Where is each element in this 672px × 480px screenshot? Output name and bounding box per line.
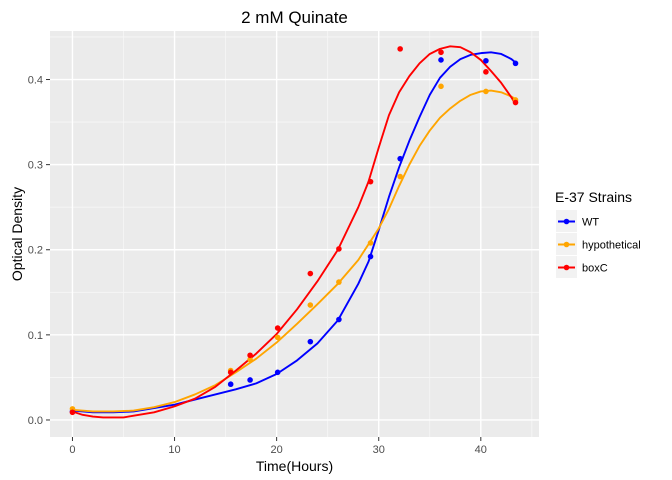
series-line-wt [71,51,517,414]
data-point-hypothetical [307,302,314,308]
data-point-wt [227,381,234,388]
y-tick-label: 0.0 [28,415,43,427]
data-point-wt [367,253,374,260]
data-point-boxc [69,409,76,416]
legend-key-point-boxc [563,264,570,271]
series-line-boxc [71,45,517,419]
x-axis-title: Time(Hours) [256,458,333,474]
legend-items: WT hypothetical boxC [556,210,641,278]
data-point-wt [397,155,403,162]
data-point-boxc [336,246,342,252]
legend-label-wt: WT [582,217,599,229]
axis-ticks [46,79,482,441]
legend-key-point-wt [563,218,570,225]
x-tick-label: 10 [168,444,180,456]
data-point-wt [483,57,489,64]
data-point-boxc [227,369,234,376]
data-point-boxc [438,49,444,56]
data-point-hypothetical [367,240,374,246]
data-point-boxc [483,69,489,75]
x-tick-label: 40 [475,444,487,456]
y-axis-title: Optical Density [9,187,25,281]
data-point-hypothetical [336,279,342,285]
data-point-wt [307,338,314,345]
grid-minor [50,31,539,437]
data-point-wt [512,60,519,67]
legend: E-37 Strains WT hypothetical boxC [555,189,641,278]
chart-title: 2 mM Quinate [241,8,348,27]
grid-major [50,31,539,437]
data-point-boxc [247,352,253,359]
data-point-wt [247,377,253,383]
data-point-boxc [397,46,403,52]
data-point-wt [336,316,342,323]
y-tick-label: 0.4 [28,75,43,87]
legend-title: E-37 Strains [555,189,632,205]
data-point-wt [438,57,444,63]
data-point-wt [274,369,281,376]
data-point-hypothetical [397,173,403,180]
panel-background [50,31,539,437]
data-point-hypothetical [438,83,444,90]
y-tick-label: 0.2 [28,245,43,257]
y-tick-label: 0.3 [28,160,43,172]
data-point-boxc [367,178,374,185]
data-point-hypothetical [247,356,253,363]
x-tick-label: 20 [271,444,283,456]
data-point-boxc [274,325,281,331]
x-tick-label: 30 [373,444,385,456]
legend-label-hypothetical: hypothetical [582,240,641,252]
data-point-boxc [512,99,519,106]
x-tick-labels: 0 10 20 30 40 [69,444,487,456]
data-point-hypothetical [483,88,489,95]
x-tick-label: 0 [69,444,75,456]
series-points [69,46,519,416]
y-tick-label: 0.1 [28,330,43,342]
legend-label-boxc: boxC [582,263,608,275]
data-point-hypothetical [274,334,281,341]
data-point-boxc [307,270,314,277]
y-tick-labels: 0.0 0.1 0.2 0.3 0.4 [28,75,43,427]
legend-key-point-hypothetical [563,241,570,248]
